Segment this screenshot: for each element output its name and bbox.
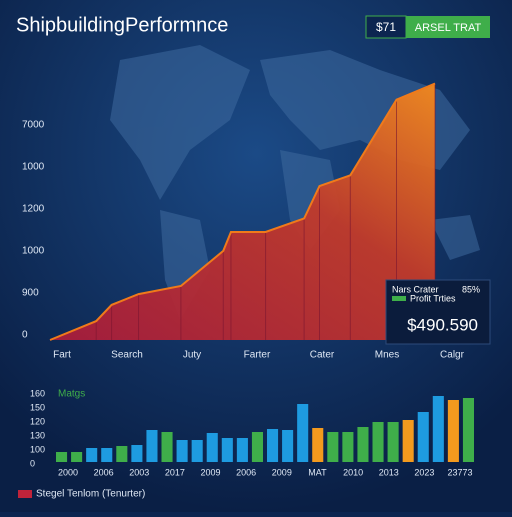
bar — [86, 448, 98, 462]
bar — [161, 432, 173, 462]
bar — [251, 432, 263, 462]
area — [50, 83, 435, 340]
bar — [312, 428, 324, 462]
bar — [146, 430, 158, 462]
bar — [191, 440, 203, 462]
y-tick-label: 120 — [30, 416, 45, 426]
y-tick-label: 1200 — [22, 204, 45, 215]
bar — [206, 433, 218, 462]
x-tick-label: 2010 — [343, 467, 363, 477]
x-tick-label: 2006 — [94, 467, 114, 477]
x-tick-label: 2013 — [379, 467, 399, 477]
bar — [327, 432, 339, 462]
x-tick-label: 2009 — [201, 467, 221, 477]
y-tick-label: 900 — [22, 288, 39, 299]
bar-chart: Matgs 160 150 120 130 100 0 2000 2006 2003 2017 200… — [18, 388, 474, 500]
y-tick-label: 0 — [22, 330, 28, 341]
y-tick-label: 0 — [30, 458, 35, 468]
area-line — [49, 82, 436, 341]
x-tick-label: 2017 — [165, 467, 185, 477]
bar — [402, 420, 414, 462]
y-tick-label: 1000 — [22, 162, 45, 173]
summary-legend: Profit Trties — [410, 293, 456, 303]
button[interactable] — [406, 16, 490, 38]
x-tick-label: 2000 — [58, 467, 78, 477]
x-tick-label: Fart — [53, 350, 71, 361]
bar — [221, 438, 233, 462]
title: ShipbuildingPerformnce — [16, 14, 228, 36]
y-tick-label: 7000 — [22, 120, 45, 131]
x-tick-label: 2006 — [236, 467, 256, 477]
x-tick-label: Cater — [310, 350, 335, 361]
summary-swatch — [392, 296, 406, 301]
bar — [282, 430, 294, 462]
bar — [101, 448, 113, 462]
summary-percent: 85% — [462, 284, 480, 294]
bar — [131, 445, 143, 462]
summary-amount: $490.590 — [407, 315, 478, 334]
bar — [176, 440, 188, 462]
bar — [236, 438, 248, 462]
bar — [432, 396, 444, 462]
x-tick-label: MAT — [308, 467, 327, 477]
bar — [56, 452, 68, 462]
x-tick-label: Calgr — [440, 350, 465, 361]
bar — [372, 422, 384, 462]
x-tick-label: Mnes — [375, 350, 399, 361]
x-tick-label: Juty — [183, 350, 201, 361]
legend-swatch — [18, 490, 32, 498]
x-tick-label: 2009 — [272, 467, 292, 477]
y-tick-label: 160 — [30, 388, 45, 398]
bar — [116, 446, 128, 462]
bar — [297, 404, 309, 462]
x-tick-label: 23773 — [447, 467, 472, 477]
bar-title: Matgs — [58, 389, 85, 400]
bar — [387, 422, 399, 462]
bar — [71, 452, 83, 462]
y-tick-label: 150 — [30, 402, 45, 412]
summary-box — [385, 279, 491, 345]
y-tick-label: 130 — [30, 430, 45, 440]
badge-text: $71 — [376, 20, 396, 34]
bar — [267, 429, 279, 462]
y-tick-label: 100 — [30, 444, 45, 454]
bar — [357, 427, 369, 462]
bar — [417, 412, 429, 462]
x-tick-label: 2003 — [129, 467, 149, 477]
bar — [462, 398, 474, 462]
x-tick-label: Search — [111, 350, 143, 361]
y-tick-label: 1000 — [22, 246, 45, 257]
legend-label: Stegel Tenlom (Tenurter) — [36, 489, 145, 500]
summary-title: Nars Crater — [392, 284, 439, 294]
button-text[interactable]: ARSEL TRAT — [415, 22, 482, 34]
bar — [447, 400, 459, 462]
bar — [342, 432, 354, 462]
x-tick-label: Farter — [244, 350, 271, 361]
x-tick-label: 2023 — [414, 467, 434, 477]
